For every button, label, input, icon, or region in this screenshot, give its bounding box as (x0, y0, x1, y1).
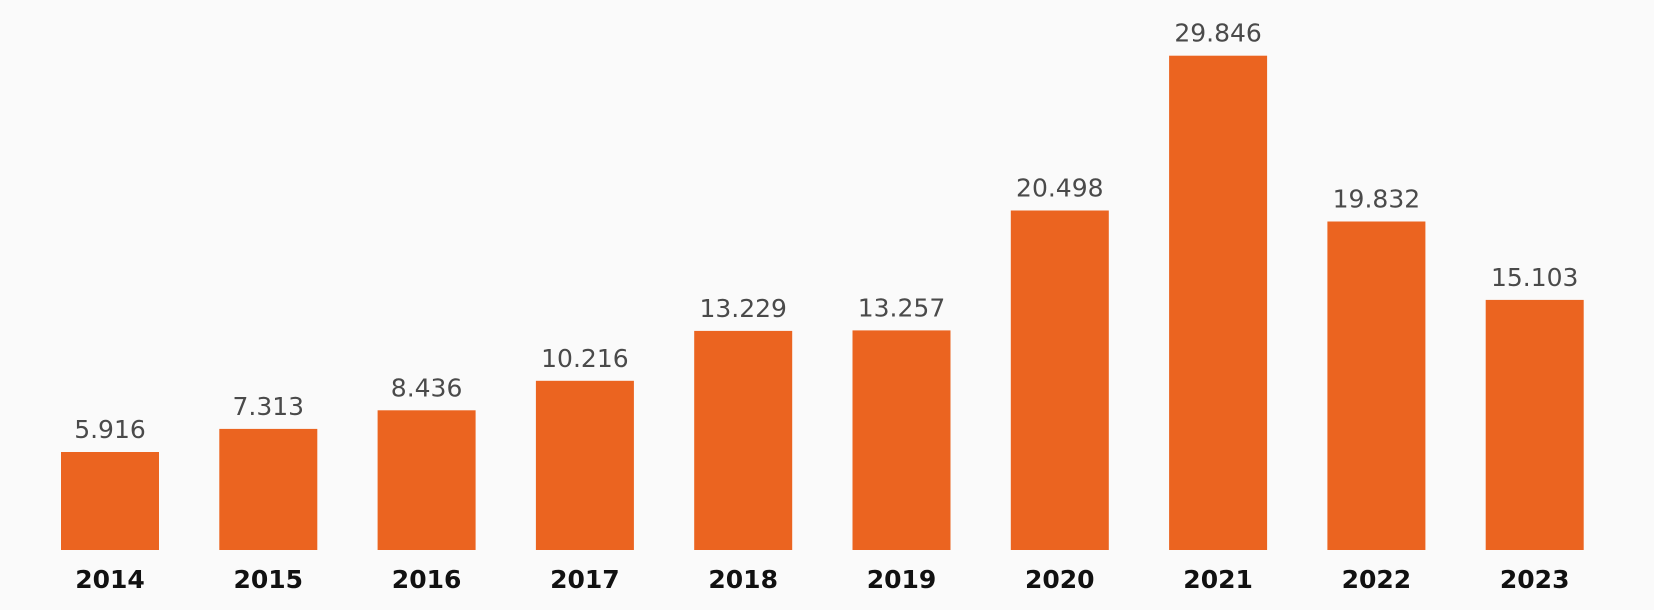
value-label-2017: 10.216 (541, 344, 628, 373)
bar-2017 (535, 380, 634, 550)
bar-2020 (1010, 210, 1109, 550)
bar-2023 (1485, 299, 1584, 550)
category-label-2016: 2016 (392, 565, 462, 594)
value-label-2019: 13.257 (858, 293, 945, 322)
value-label-2022: 19.832 (1333, 185, 1420, 214)
bar-2021 (1169, 55, 1268, 550)
bar-2019 (852, 330, 951, 550)
value-label-2015: 7.313 (233, 392, 305, 421)
value-label-2018: 13.229 (699, 294, 786, 323)
bar-2018 (694, 330, 793, 550)
value-label-2023: 15.103 (1491, 263, 1578, 292)
value-labels-group: 5.916 7.313 8.436 10.216 13.229 13.257 20.498 2… (74, 19, 1578, 444)
bar-2015 (219, 428, 318, 550)
category-label-2015: 2015 (234, 565, 304, 594)
category-label-2022: 2022 (1342, 565, 1412, 594)
value-label-2016: 8.436 (391, 373, 463, 402)
category-labels-group: 2014 2015 2016 2017 2018 2019 2020 2021 2022 2023 (75, 565, 1569, 594)
category-label-2019: 2019 (867, 565, 937, 594)
category-label-2018: 2018 (708, 565, 778, 594)
bar-2014 (61, 452, 159, 550)
value-label-2014: 5.916 (74, 415, 146, 444)
category-label-2014: 2014 (75, 565, 145, 594)
bar-2022 (1327, 221, 1426, 550)
category-label-2021: 2021 (1183, 565, 1253, 594)
category-label-2017: 2017 (550, 565, 620, 594)
bars-group (61, 55, 1584, 550)
category-label-2023: 2023 (1500, 565, 1570, 594)
category-label-2020: 2020 (1025, 565, 1095, 594)
value-label-2020: 20.498 (1016, 174, 1103, 203)
value-label-2021: 29.846 (1174, 19, 1261, 48)
bar-2016 (377, 410, 476, 550)
